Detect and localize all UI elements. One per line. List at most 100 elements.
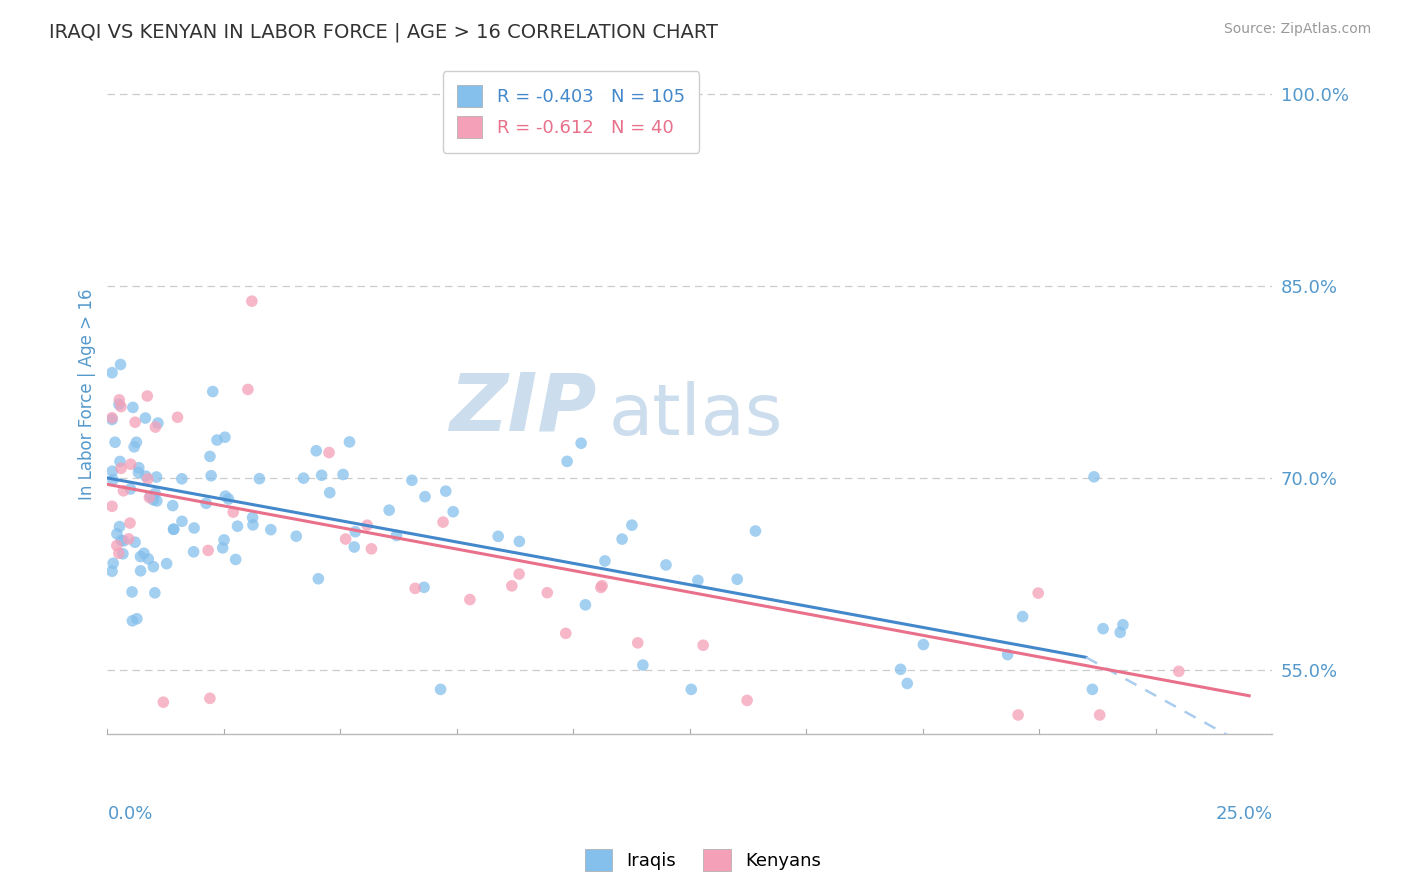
Point: [725, 572, 748, 586]
Point: [214, 430, 236, 444]
Point: [142, 492, 165, 507]
Point: [627, 636, 650, 650]
Point: [339, 434, 361, 449]
Point: [240, 294, 263, 309]
Point: [136, 389, 159, 403]
Point: [112, 483, 135, 498]
Point: [146, 416, 169, 430]
Point: [1109, 625, 1132, 640]
Point: [1167, 665, 1189, 679]
Point: [890, 662, 912, 676]
Point: [681, 682, 703, 697]
Point: [145, 470, 167, 484]
Point: [129, 549, 152, 564]
Point: [486, 529, 509, 543]
Point: [536, 585, 558, 599]
Point: [555, 454, 578, 468]
Point: [1011, 609, 1033, 624]
Point: [686, 574, 709, 588]
Point: [356, 518, 378, 533]
Point: [242, 517, 264, 532]
Point: [378, 503, 401, 517]
Point: [305, 443, 328, 458]
Point: [108, 392, 131, 407]
Point: [610, 532, 633, 546]
Point: [122, 440, 145, 454]
Point: [1007, 708, 1029, 723]
Point: [574, 598, 596, 612]
Point: [197, 543, 219, 558]
Point: [222, 505, 245, 519]
Point: [360, 541, 382, 556]
Point: [101, 473, 124, 487]
Point: [122, 401, 145, 415]
Point: [247, 472, 270, 486]
Point: [554, 626, 576, 640]
Point: [118, 516, 141, 530]
Text: ZIP: ZIP: [450, 369, 596, 447]
Point: [200, 468, 222, 483]
Point: [285, 529, 308, 543]
Point: [105, 539, 128, 553]
Point: [163, 522, 186, 536]
Point: [292, 471, 315, 485]
Point: [138, 491, 160, 505]
Point: [101, 366, 124, 380]
Point: [142, 559, 165, 574]
Text: Source: ZipAtlas.com: Source: ZipAtlas.com: [1223, 22, 1371, 37]
Point: [591, 579, 613, 593]
Point: [413, 580, 436, 594]
Legend: Iraqis, Kenyans: Iraqis, Kenyans: [578, 842, 828, 879]
Point: [631, 658, 654, 673]
Point: [429, 682, 451, 697]
Point: [212, 533, 235, 547]
Point: [343, 540, 366, 554]
Point: [735, 693, 758, 707]
Point: [132, 546, 155, 560]
Point: [198, 450, 221, 464]
Point: [146, 494, 169, 508]
Point: [136, 552, 159, 566]
Text: IRAQI VS KENYAN IN LABOR FORCE | AGE > 16 CORRELATION CHART: IRAQI VS KENYAN IN LABOR FORCE | AGE > 1…: [49, 22, 718, 42]
Point: [589, 581, 612, 595]
Point: [139, 489, 162, 503]
Point: [145, 420, 167, 434]
Point: [101, 410, 124, 425]
Point: [166, 410, 188, 425]
Point: [107, 546, 129, 560]
Point: [404, 582, 426, 596]
Point: [118, 532, 141, 546]
Point: [135, 469, 157, 483]
Point: [104, 435, 127, 450]
Point: [912, 638, 935, 652]
Point: [111, 547, 134, 561]
Point: [101, 556, 124, 570]
Point: [121, 614, 143, 628]
Point: [332, 467, 354, 482]
Point: [120, 482, 142, 496]
Point: [136, 472, 159, 486]
Point: [1092, 622, 1115, 636]
Point: [211, 541, 233, 555]
Point: [108, 454, 131, 468]
Point: [125, 612, 148, 626]
Point: [226, 519, 249, 533]
Point: [236, 383, 259, 397]
Point: [593, 554, 616, 568]
Point: [335, 532, 357, 546]
Text: 25.0%: 25.0%: [1215, 805, 1272, 822]
Point: [307, 572, 329, 586]
Point: [162, 499, 184, 513]
Point: [183, 521, 205, 535]
Point: [129, 564, 152, 578]
Point: [318, 445, 340, 459]
Point: [620, 518, 643, 533]
Point: [125, 435, 148, 450]
Point: [260, 523, 283, 537]
Point: [997, 648, 1019, 662]
Point: [170, 514, 193, 528]
Point: [508, 567, 530, 582]
Point: [143, 486, 166, 500]
Point: [156, 557, 179, 571]
Point: [128, 460, 150, 475]
